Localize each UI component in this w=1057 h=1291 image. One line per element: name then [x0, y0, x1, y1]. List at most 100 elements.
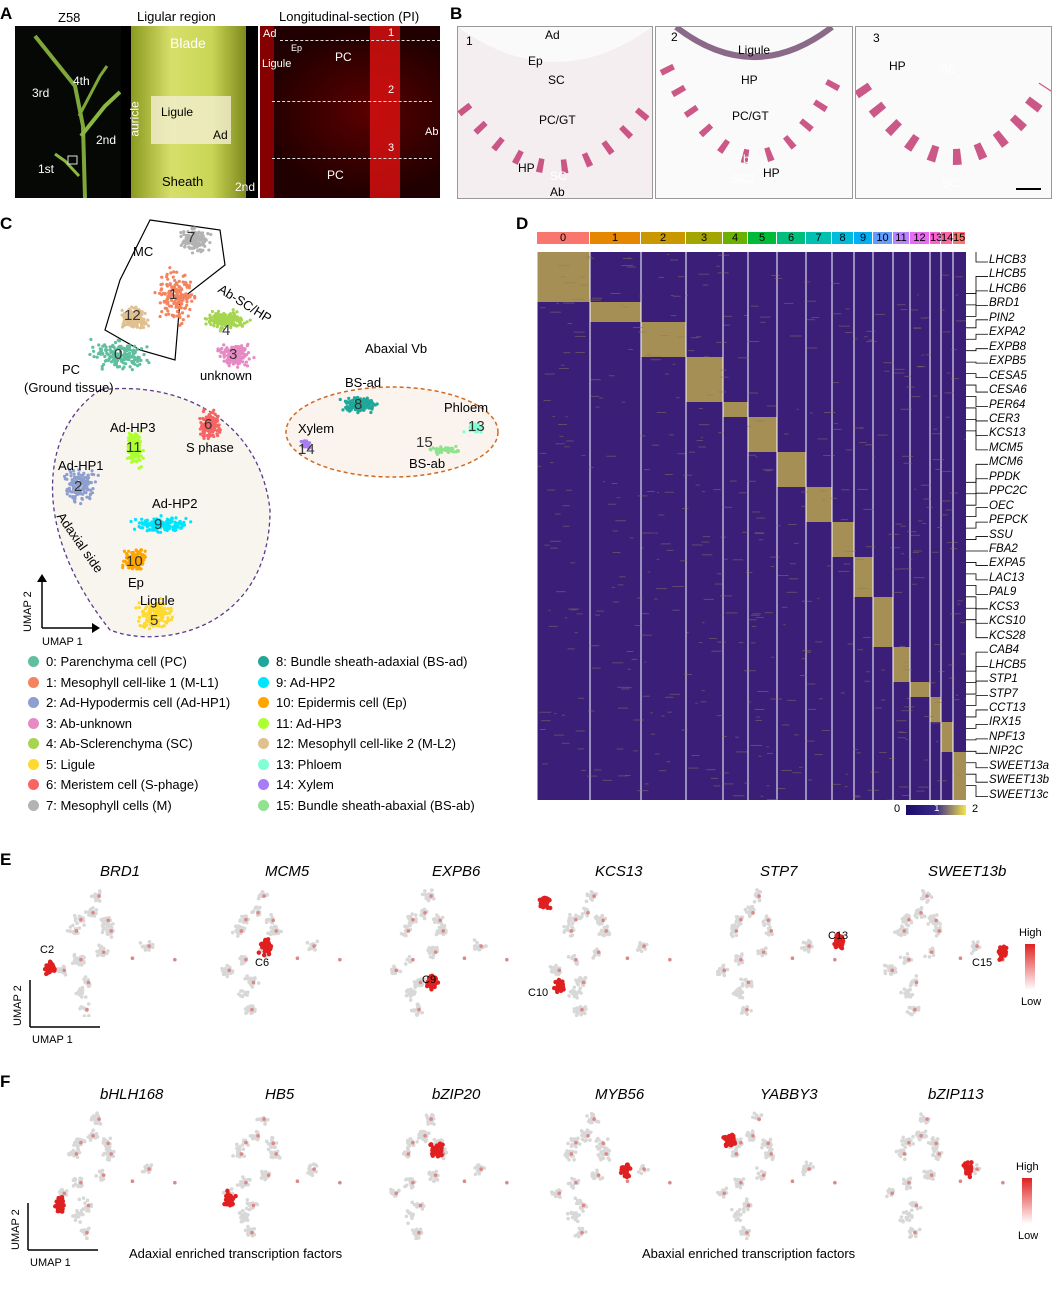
cell-point	[251, 910, 255, 914]
heatmap-cell	[566, 489, 572, 491]
heatmap-cell	[698, 424, 710, 426]
cell-point	[642, 944, 646, 948]
cell-point	[186, 314, 190, 318]
heatmap-cell	[558, 264, 570, 266]
cell-point	[737, 986, 742, 991]
cell-point	[130, 433, 134, 437]
expressing-cell-point	[266, 951, 272, 957]
gene-label: KCS10	[989, 615, 1026, 628]
cell-point	[90, 469, 94, 473]
gene-bracket	[966, 680, 988, 695]
cell-point	[98, 347, 102, 351]
cell-point	[225, 320, 229, 324]
cell-point	[568, 934, 573, 938]
heatmap-cell	[928, 682, 936, 684]
heatmap-cell	[541, 720, 551, 722]
cell-point	[479, 944, 483, 948]
cell-point	[134, 562, 138, 566]
cell-point	[211, 429, 215, 433]
heatmap-cell	[616, 497, 621, 499]
heatmap-cell	[639, 295, 643, 297]
cell-point	[440, 915, 445, 920]
heatmap-cell	[750, 305, 759, 307]
heatmap-cell	[637, 790, 649, 792]
cell-point	[758, 950, 763, 955]
heatmap-cell	[633, 750, 638, 752]
cell-point	[229, 347, 233, 351]
cell-point	[127, 559, 131, 563]
heatmap-cell	[720, 536, 727, 538]
cell-point	[137, 601, 141, 605]
gene-label: EXPA2	[989, 326, 1026, 339]
cell-point	[239, 357, 243, 362]
cell-point	[907, 994, 911, 999]
heatmap-cell	[677, 453, 686, 455]
cell-point	[135, 558, 139, 563]
cell-point	[165, 297, 170, 301]
cell-point	[76, 1215, 80, 1219]
cluster-number-13: 13	[468, 418, 485, 435]
heatmap-cell	[944, 392, 954, 394]
cell-point	[266, 931, 270, 936]
heatmap-cell	[701, 541, 710, 543]
cluster-13-points	[462, 421, 485, 434]
cluster-bar-5: 5	[748, 232, 776, 244]
cell-point	[193, 245, 197, 249]
cell-point	[975, 944, 979, 948]
cell-point	[88, 352, 92, 357]
cell-point	[481, 426, 485, 430]
cell-point	[118, 352, 122, 356]
cell-point	[137, 619, 141, 623]
cell-point	[171, 285, 175, 289]
cell-point	[80, 995, 84, 999]
gene-bracket	[966, 384, 988, 393]
heatmap-cell	[646, 491, 655, 493]
heatmap-cell	[831, 282, 840, 284]
cell-point	[567, 922, 571, 927]
cell-point	[423, 892, 428, 897]
cell-point	[245, 364, 250, 368]
cell-point	[206, 232, 210, 236]
cell-point	[76, 485, 81, 489]
cell-point	[125, 556, 129, 560]
cluster-9-points	[129, 514, 193, 534]
cell-point	[569, 929, 574, 933]
cell-point	[81, 959, 86, 963]
gene-label: SWEET13a	[989, 759, 1050, 772]
pi-pc-bottom-label: PC	[327, 168, 344, 182]
cluster-bar-1: 1	[590, 232, 640, 244]
cell-point	[173, 520, 177, 524]
heatmap-cell	[672, 363, 676, 365]
cell-point	[181, 280, 185, 284]
cell-point	[184, 292, 188, 296]
cluster-number-0: 0	[114, 346, 123, 363]
cell-point	[89, 488, 93, 492]
legend-item-cluster-1: 1: Mesophyll cell-like 1 (M-L1)	[28, 675, 219, 690]
heatmap-cell	[762, 469, 774, 471]
cell-point	[165, 284, 170, 288]
cluster-number-3: 3	[229, 346, 238, 363]
cell-point	[920, 889, 925, 893]
cell-point	[435, 446, 439, 451]
cell-point	[96, 473, 100, 477]
ad-label: Ad	[213, 128, 228, 142]
cell-point	[219, 313, 223, 317]
cell-point	[927, 954, 932, 959]
cell-point	[205, 433, 209, 438]
cell-point	[101, 950, 106, 954]
cell-point	[182, 230, 186, 234]
cell-point	[899, 990, 903, 995]
cell-point	[59, 1189, 64, 1194]
gene-label: PAL9	[989, 586, 1017, 599]
cell-point	[415, 1011, 420, 1016]
heatmap-cell	[801, 600, 813, 602]
heatmap-cell	[554, 513, 561, 515]
heatmap-cell	[661, 715, 665, 717]
heatmap-cell	[937, 780, 947, 782]
gene-bracket	[966, 584, 988, 595]
cell-point	[222, 322, 226, 326]
gene-bracket	[966, 762, 988, 769]
cell-point	[187, 245, 191, 249]
cell-point	[80, 1183, 84, 1188]
cell-point	[905, 992, 909, 996]
